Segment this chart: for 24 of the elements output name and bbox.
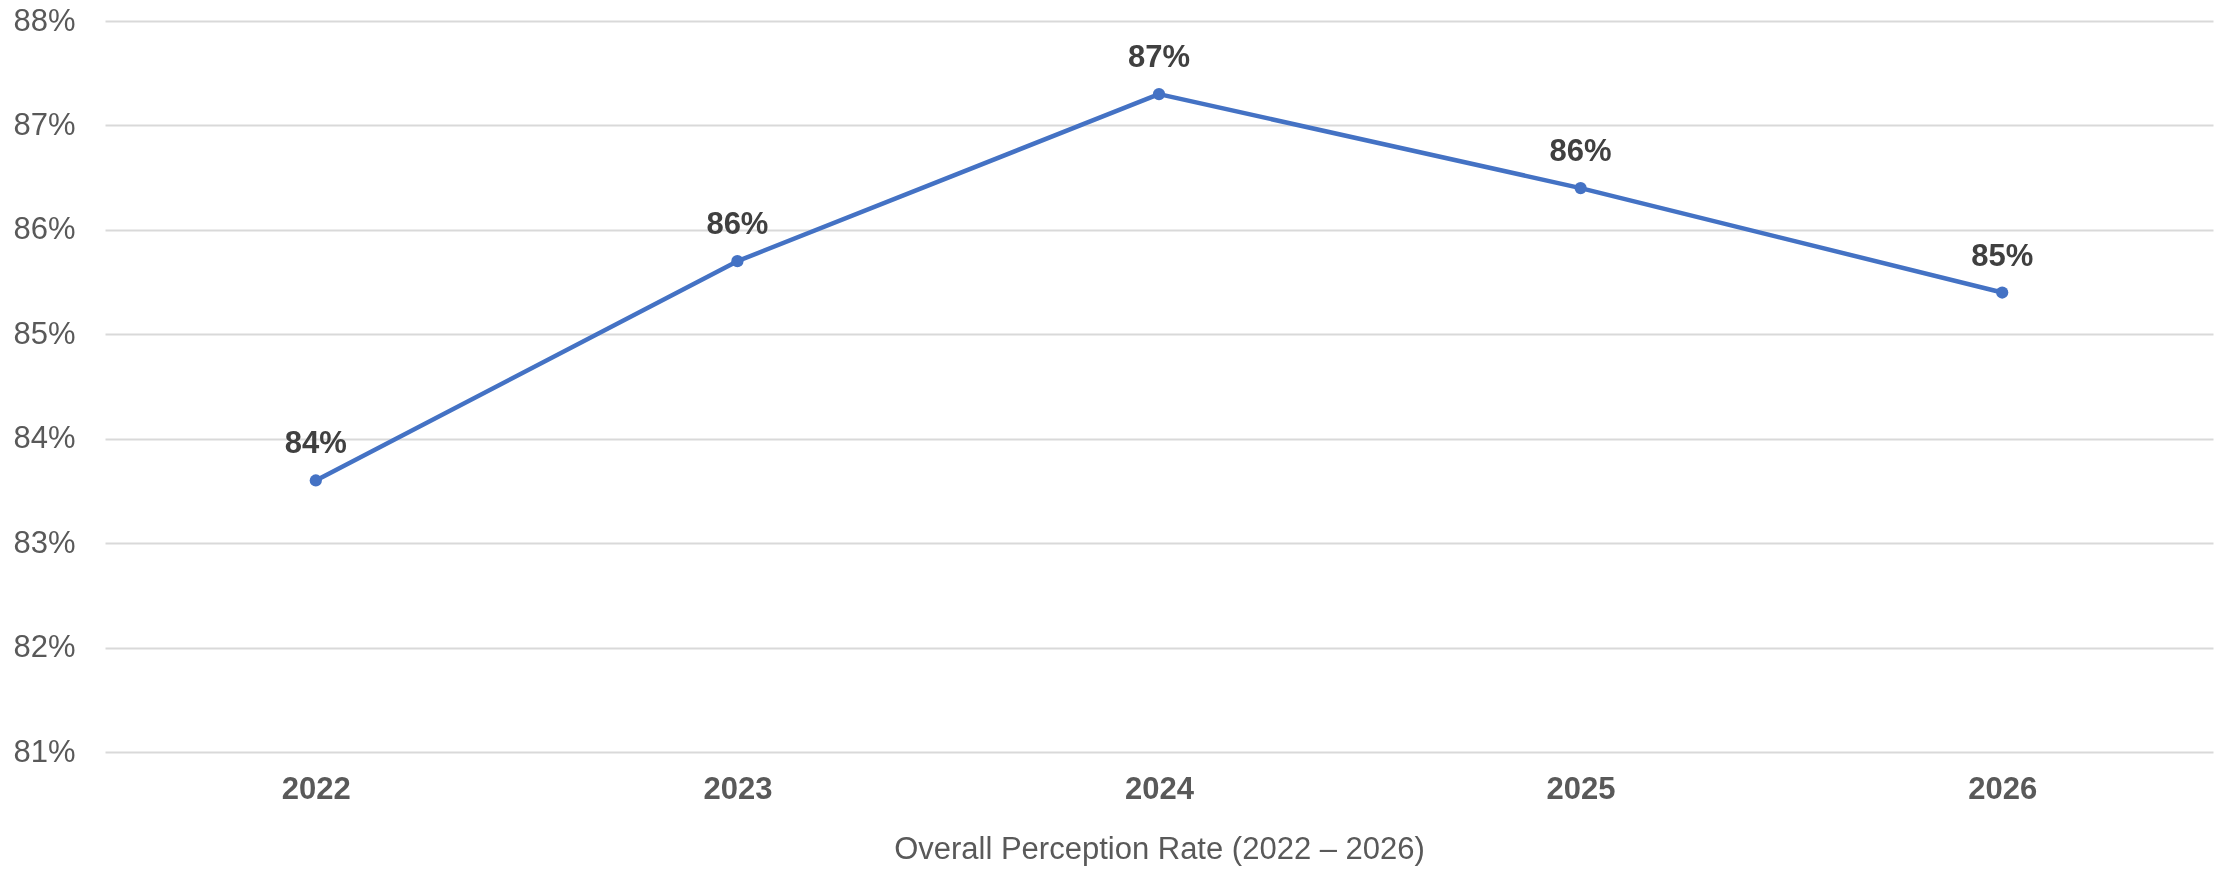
- data-label: 86%: [706, 206, 769, 242]
- x-tick-label: 2024: [1125, 770, 1195, 806]
- data-label: 86%: [1549, 133, 1612, 169]
- point: [309, 474, 322, 487]
- y-tick-label: 87%: [13, 106, 76, 142]
- point: [731, 255, 744, 268]
- y-tick-label: 88%: [13, 2, 76, 38]
- x-tick-label: 2025: [1546, 770, 1616, 806]
- y-tick-label: 81%: [13, 733, 76, 769]
- data-label: 87%: [1127, 39, 1191, 75]
- point: [1996, 286, 2009, 299]
- point: [1574, 181, 1587, 195]
- x-axis-title: Overall Perception Rate (2022 – 2026): [894, 830, 1425, 866]
- y-tick-label: 82%: [13, 629, 76, 665]
- y-tick-label: 84%: [13, 420, 76, 456]
- y-tick-label: 83%: [13, 524, 76, 560]
- data-label: 84%: [284, 425, 347, 461]
- data-label: 85%: [1971, 237, 2034, 273]
- x-tick-label: 2023: [703, 770, 773, 806]
- x-tick-label: 2026: [1968, 770, 2038, 806]
- y-tick-label: 85%: [13, 315, 76, 351]
- point: [1152, 87, 1166, 101]
- x-tick-label: 2022: [281, 770, 351, 806]
- y-tick-label: 86%: [13, 211, 76, 247]
